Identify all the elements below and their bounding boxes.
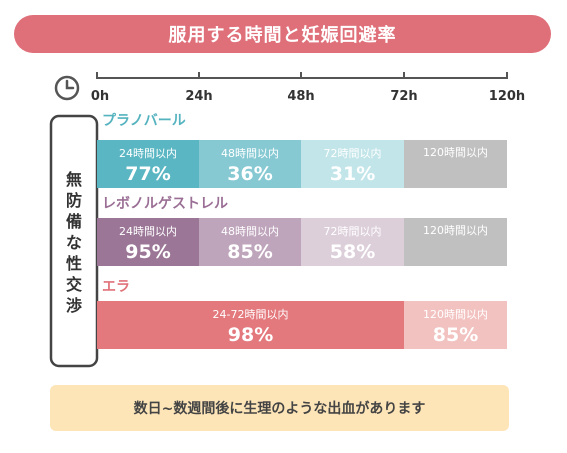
- segment-value: 31%: [330, 163, 375, 185]
- side-label-char: 交: [66, 275, 82, 294]
- segment-label: 120時間以内: [423, 307, 488, 321]
- bar-segment: [404, 218, 507, 266]
- bar-segment: [97, 140, 199, 188]
- bar-segment: [301, 140, 404, 188]
- segment-value: 77%: [125, 163, 170, 185]
- segment-label: 120時間以内: [423, 223, 488, 237]
- segment-value: 58%: [330, 241, 375, 263]
- bar-segment: [404, 301, 507, 349]
- bar-segment: [199, 140, 301, 188]
- side-label-char: な: [66, 233, 82, 252]
- segment-label: 24時間以内: [119, 224, 177, 238]
- bar-segment: [97, 301, 404, 349]
- series-name: プラノバール: [102, 113, 186, 129]
- side-label-char: 渉: [66, 296, 82, 315]
- footer-note: 数日~数週間後に生理のような出血があります: [50, 385, 509, 431]
- clock-hand: [65, 79, 75, 90]
- x-tick-label: 0h: [91, 89, 109, 104]
- segment-label: 120時間以内: [423, 145, 488, 159]
- segment-label: 48時間以内: [221, 146, 279, 160]
- segment-value: 98%: [228, 324, 273, 346]
- x-tick-label: 120h: [489, 89, 525, 104]
- bar-segment: [404, 140, 507, 188]
- segment-label: 72時間以内: [324, 224, 382, 238]
- series-name: レボノルゲストレル: [102, 195, 228, 212]
- clock-icon: [54, 75, 80, 101]
- segment-label: 24時間以内: [119, 146, 177, 160]
- x-tick-label: 72h: [390, 89, 417, 104]
- x-tick-label: 24h: [185, 89, 212, 104]
- series-name: エラ: [102, 279, 130, 295]
- segment-label: 24-72時間以内: [213, 307, 289, 321]
- side-label-char: 無: [66, 170, 82, 189]
- segment-value: 85%: [227, 241, 272, 263]
- bar-segment: [301, 218, 404, 266]
- side-label-char: 性: [66, 254, 82, 273]
- segment-value: 85%: [433, 324, 478, 346]
- bar-segment: [199, 218, 301, 266]
- segment-value: 95%: [125, 241, 170, 263]
- segment-value: 36%: [227, 163, 272, 185]
- chart-title: 服用する時間と妊娠回避率: [14, 15, 551, 53]
- bar-segment: [97, 218, 199, 266]
- segment-label: 72時間以内: [324, 146, 382, 160]
- side-label-char: 防: [66, 191, 82, 210]
- x-tick-label: 48h: [287, 89, 314, 104]
- segment-label: 48時間以内: [221, 224, 279, 238]
- side-label-char: 備: [66, 212, 82, 231]
